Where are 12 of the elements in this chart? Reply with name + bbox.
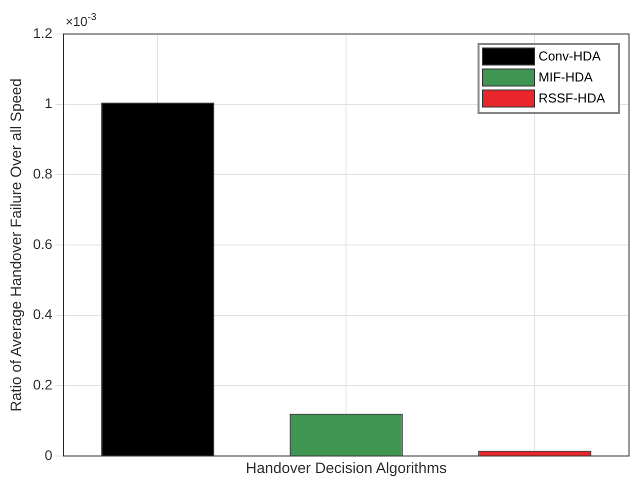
y-tick-label: 0.8 [32,166,53,182]
y-tick-label: 0.6 [32,236,53,252]
x-axis-title: Handover Decision Algorithms [246,460,447,478]
y-tick-label: 1.2 [32,24,53,41]
y-tick-label: 0.2 [32,376,53,393]
legend-label: MIF-HDA [538,70,594,85]
y-axis-title: Ratio of Average Handover Failure Over all Speed [8,78,26,412]
y-tick-label: 1 [44,95,53,112]
y-tick-label: 0 [44,446,53,463]
legend-label: Conv-HDA [538,48,602,64]
y-tick-label: 0.4 [32,306,53,322]
legend-label: RSSF-HDA [538,90,606,106]
